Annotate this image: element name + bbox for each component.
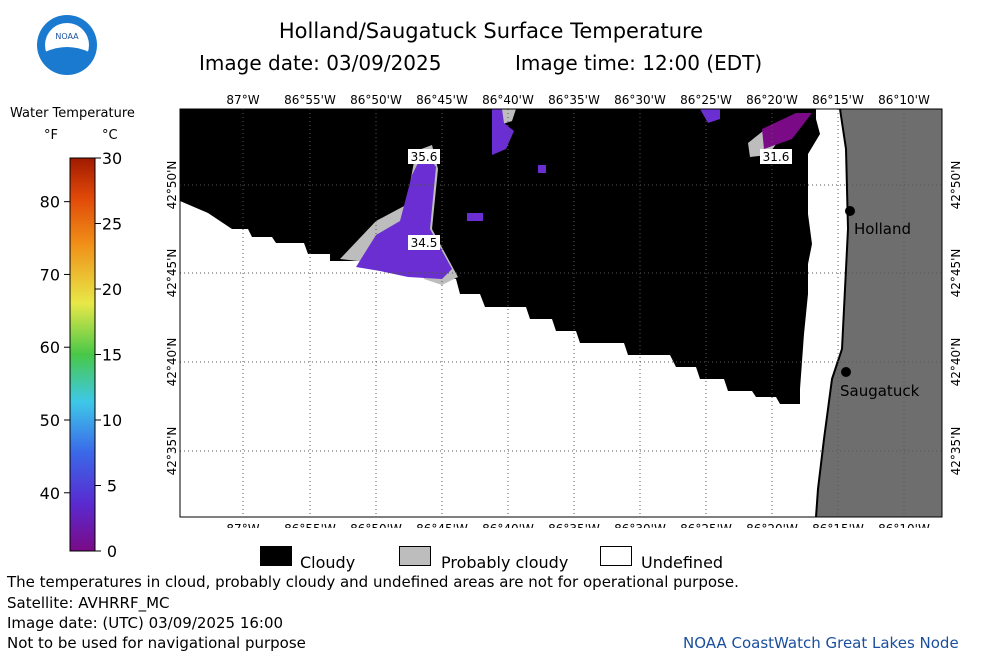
longitude-label: 86°15'W [812,93,864,107]
unit-celsius: °C [102,128,118,143]
longitude-label: 86°30'W [614,522,666,528]
logo-text: NOAA [55,32,79,41]
longitude-label: 86°15'W [812,522,864,528]
probably-cloudy-swatch [399,546,431,566]
very-cold-water-patch [762,113,812,149]
satellite-info: Satellite: AVHRRF_MC [7,594,170,612]
longitude-label: 86°10'W [878,522,930,528]
utc-date: Image date: (UTC) 03/09/2025 16:00 [7,614,284,632]
operational-note: The temperatures in cloud, probably clou… [7,573,739,591]
colorbar-label-c: 30 [102,150,122,168]
longitude-label: 86°25'W [680,93,732,107]
cold-water-patch [700,109,720,123]
latitude-label: 42°45'N [949,249,963,298]
longitude-label: 86°45'W [416,522,468,528]
longitude-label: 86°40'W [482,93,534,107]
colorbar-label-f: 80 [40,193,60,212]
longitude-label: 86°50'W [350,93,402,107]
undefined-swatch [600,546,632,566]
latitude-label: 42°35'N [949,427,963,476]
navigation-note: Not to be used for navigational purpose [7,634,306,652]
colorbar-label-c: 15 [102,346,122,365]
longitude-label: 86°30'W [614,93,666,107]
colorbar-title: Water Temperature [10,106,135,121]
latitude-label: 42°50'N [949,161,963,210]
longitude-label: 86°55'W [284,93,336,107]
longitude-label: 86°35'W [548,93,600,107]
colorbar-label-c: 0 [107,542,117,560]
unit-fahrenheit: °F [44,128,58,143]
longitude-label: 86°55'W [284,522,336,528]
cloudy-region [180,109,820,404]
temp-label: 35.6 [411,150,438,164]
credit-link[interactable]: NOAA CoastWatch Great Lakes Node [683,634,959,652]
saugatuck-marker [841,367,851,377]
page-title: Holland/Saugatuck Surface Temperature [278,19,704,43]
colorbar-label-c: 20 [102,280,122,299]
holland-marker [845,206,855,216]
longitude-label: 86°50'W [350,522,402,528]
colorbar-label-f: 60 [40,338,60,357]
land-area [816,109,942,517]
longitude-label: 86°20'W [746,522,798,528]
temp-label: 31.6 [763,150,790,164]
longitude-label: 86°10'W [878,93,930,107]
colorbar-label-c: 25 [102,215,122,234]
latitude-label: 42°45'N [165,249,179,298]
longitude-label: 86°25'W [680,522,732,528]
longitude-label: 87°W [226,522,259,528]
undefined-label: Undefined [641,553,724,572]
temp-label: 34.5 [411,236,438,250]
latitude-label: 42°40'N [165,338,179,387]
longitude-label: 87°W [226,93,259,107]
latitude-label: 42°35'N [165,427,179,476]
latitude-label: 42°40'N [949,338,963,387]
city-label-saugatuck: Saugatuck [840,382,920,400]
longitude-label: 86°20'W [746,93,798,107]
image-time: Image time: 12:00 (EDT) [515,51,763,75]
probably-cloudy-label: Probably cloudy [441,553,569,572]
cold-water-patch [538,165,546,173]
image-date: Image date: 03/09/2025 [199,51,442,75]
longitude-label: 86°40'W [482,522,534,528]
noaa-logo: NOAA [37,15,97,75]
cloudy-swatch [260,546,292,566]
latitude-label: 42°50'N [165,161,179,210]
cold-water-patch [492,109,514,155]
colorbar-label-c: 10 [102,411,122,430]
colorbar-label-f: 40 [40,484,60,503]
cold-water-patch [467,213,483,221]
longitude-label: 86°45'W [416,93,468,107]
map: 87°W 86°55'W 86°50'W 86°45'W 86°40'W 86°35'W 8… [165,93,963,528]
cloudy-label: Cloudy [300,553,356,572]
colorbar-label-f: 70 [40,265,60,284]
colorbar-label-f: 50 [40,411,60,430]
city-label-holland: Holland [854,220,911,238]
colorbar-label-c: 5 [107,477,117,496]
longitude-label: 86°35'W [548,522,600,528]
